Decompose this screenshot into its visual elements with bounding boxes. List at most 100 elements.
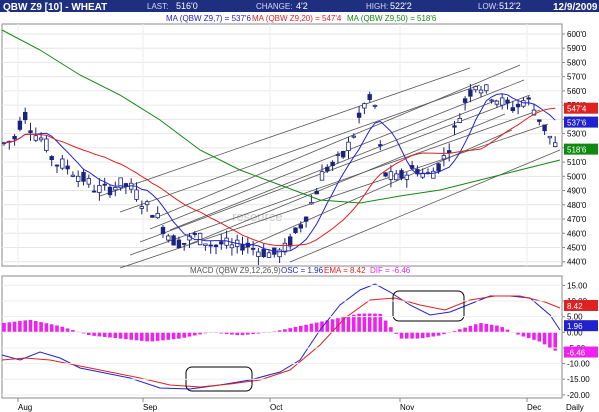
macd-bar xyxy=(532,332,536,340)
candle-body xyxy=(277,249,282,258)
candle-body xyxy=(298,224,303,229)
macd-badge xyxy=(564,320,598,332)
price-panel xyxy=(1,23,563,267)
macd-bar xyxy=(256,332,261,334)
macd-bar xyxy=(389,327,393,333)
macd-bar xyxy=(383,320,388,333)
macd-legend: MACD (QBW Z9,12,26,9) xyxy=(190,266,281,275)
macd-bar xyxy=(145,332,149,342)
candle-body xyxy=(12,136,17,140)
candle-body xyxy=(510,107,515,112)
candle-body xyxy=(113,187,118,191)
candle-body xyxy=(404,174,409,180)
macd-bar xyxy=(330,319,335,333)
ma20-line xyxy=(3,107,556,247)
macd-bar xyxy=(309,323,314,333)
candle-body xyxy=(436,163,441,172)
ma7-line xyxy=(3,93,556,253)
macd-badge-label: -6.46 xyxy=(567,349,586,358)
macd-bar xyxy=(526,332,531,339)
macd-bar xyxy=(171,332,176,340)
time-tick-label: Sep xyxy=(143,403,158,412)
candle-body xyxy=(287,236,293,247)
macd-bar xyxy=(118,332,123,339)
candle-body xyxy=(303,216,309,222)
macd-bar xyxy=(410,332,414,339)
macd-bar xyxy=(198,332,202,335)
price-tick-label: 590'0 xyxy=(567,44,587,53)
candle-body xyxy=(505,99,510,104)
candle-body xyxy=(521,100,526,107)
candle-body xyxy=(17,120,23,130)
macd-bar xyxy=(500,327,504,333)
candle-body xyxy=(86,178,91,185)
ema-line xyxy=(1,295,561,388)
macd-bar xyxy=(235,332,239,336)
time-tick-label: Daily xyxy=(566,403,584,412)
candle-body xyxy=(81,171,86,182)
macd-bar xyxy=(436,332,441,336)
candle-body xyxy=(515,103,521,108)
channel-line xyxy=(119,123,549,269)
candle-body xyxy=(452,125,457,128)
macd-bar xyxy=(288,328,292,333)
macd-bar xyxy=(553,332,557,351)
macd-bar xyxy=(134,332,139,341)
ma50-legend: MA (QBW Z9,50) = 518'6 xyxy=(347,14,437,23)
candle-body xyxy=(171,235,176,246)
macd-bar xyxy=(182,332,186,338)
price-tick-label: 580'0 xyxy=(567,58,587,67)
macd-bar xyxy=(155,332,160,341)
candle-body xyxy=(144,201,150,206)
macd-bar xyxy=(352,314,356,333)
macd-badge xyxy=(564,299,598,311)
macd-bar xyxy=(102,332,107,337)
macd-bar xyxy=(28,319,33,333)
candle-body xyxy=(537,119,542,122)
price-tick-label: 440'0 xyxy=(567,258,587,267)
candle-body xyxy=(484,84,489,92)
candle-body xyxy=(208,244,213,247)
macd-tick-label: 15.00 xyxy=(567,281,588,290)
macd-bar xyxy=(161,332,165,341)
macd-bar xyxy=(49,324,54,333)
macd-bar xyxy=(113,332,118,339)
header-bar xyxy=(0,0,599,12)
macd-bar xyxy=(505,329,510,333)
macd-bar xyxy=(489,324,494,333)
price-tick-label: 510'0 xyxy=(567,158,587,167)
macd-bar xyxy=(193,332,197,336)
price-badge-label: 518'6 xyxy=(567,146,587,155)
macd-bar xyxy=(65,328,70,333)
macd-bar xyxy=(246,332,250,335)
candle-body xyxy=(457,117,462,123)
candle-body xyxy=(213,244,219,248)
macd-bar xyxy=(177,332,181,339)
macd-bar xyxy=(18,321,22,333)
macd-bar xyxy=(357,313,361,333)
macd-bar xyxy=(140,332,144,341)
candle-body xyxy=(441,155,447,160)
macd-bar xyxy=(7,322,12,333)
candle-body xyxy=(351,135,356,138)
candle-body xyxy=(293,227,298,233)
macd-bar xyxy=(394,332,398,334)
candle-body xyxy=(330,161,335,167)
candle-body xyxy=(240,244,245,251)
macd-bar xyxy=(187,332,192,337)
macd-bar xyxy=(55,325,59,333)
macd-bar xyxy=(420,332,425,339)
candle-body xyxy=(97,185,102,193)
macd-bar xyxy=(479,323,483,333)
candle-body xyxy=(309,202,314,205)
macd-bar xyxy=(230,332,234,335)
macd-bar xyxy=(463,327,467,333)
macd-tick-label: -20.00 xyxy=(567,391,590,400)
macd-bar xyxy=(537,332,542,342)
candle-body xyxy=(335,154,341,157)
macd-bar xyxy=(277,330,282,333)
macd-bar xyxy=(341,317,345,333)
time-tick-label: Aug xyxy=(18,403,32,412)
candle-body xyxy=(399,170,404,179)
macd-bar xyxy=(304,324,308,333)
